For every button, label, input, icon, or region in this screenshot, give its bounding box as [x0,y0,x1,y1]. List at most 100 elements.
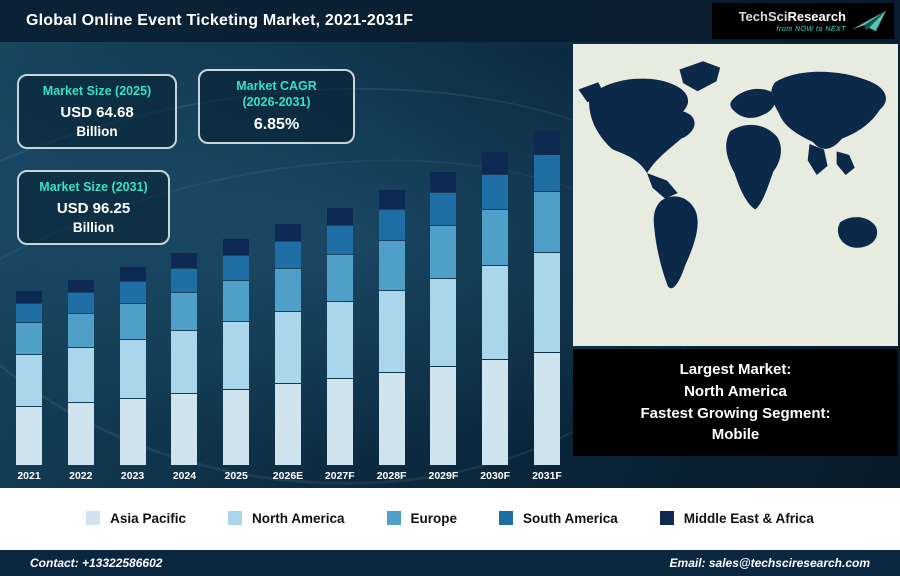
bar-segment-south-america [16,303,42,323]
largest-market-value: North America [684,382,787,400]
bar-segment-europe [67,314,94,347]
logo-name: TechSciResearch [739,10,846,23]
legend-swatch [227,511,242,525]
bar-segment-north-america [67,347,94,403]
largest-market-label: Largest Market: [679,361,792,378]
bar-segment-south-america [482,174,509,209]
bar-chart [16,131,560,465]
bar-segment-north-america [119,339,146,399]
stat-label: Market Size (2025) [42,84,152,98]
logo-name-part1: TechSci [738,8,788,24]
stat-value: USD 96.25 [56,199,131,217]
bar-segment-middle-east-africa [482,152,509,174]
bar-segment-south-america [378,210,405,241]
bar-segment-europe [16,323,42,354]
bar-segment-north-america [533,252,560,352]
bar-segment-middle-east-africa [119,266,146,281]
x-axis-label: 2030F [480,470,511,482]
legend-label: Middle East & Africa [683,510,814,526]
stat-unit: Billion [76,123,118,139]
world-map-svg [573,44,898,346]
bar-segment-middle-east-africa [533,131,560,154]
bar-segment-middle-east-africa [171,253,198,268]
contact-email: Email: sales@techsciresearch.com [669,556,870,570]
bar-segment-south-america [274,241,301,268]
x-axis-label: 2027F [324,470,355,482]
logo-name-part2: Research [787,8,846,24]
bar-segment-asia-pacific [223,389,250,465]
bar-segment-north-america [16,354,42,407]
bar-segment-asia-pacific [171,394,198,465]
stat-unit: Billion [72,219,115,235]
company-logo: TechSciResearch from NOW to NEXT [712,3,894,39]
legend-label: Europe [410,510,458,526]
bar-segment-europe [430,225,457,278]
bar-segment-north-america [482,266,509,360]
fastest-segment-label: Fastest Growing Segment: [640,404,831,422]
bar-segment-south-america [430,192,457,225]
bar-segment-north-america [378,290,405,373]
legend-item-asia-pacific: Asia Pacific [86,511,186,526]
x-axis-label: 2023 [120,470,145,482]
bar-segment-europe [482,209,509,266]
bar-segment-south-america [67,293,94,314]
bar-segment-south-america [223,255,250,281]
footer: Contact: +13322586602 Email: sales@techs… [0,548,900,576]
bar-segment-asia-pacific [533,352,560,465]
bar-segment-south-america [533,155,560,192]
page-title: Global Online Event Ticketing Market, 20… [26,12,414,29]
fastest-segment-value: Mobile [711,426,760,444]
bar-segment-middle-east-africa [67,279,94,293]
legend-swatch [499,511,514,525]
x-axis-label: 2029F [428,470,459,482]
bar-segment-europe [378,241,405,290]
stat-card-market-size-2031: Market Size (2031) USD 96.25 Billion [17,170,170,245]
x-axis-label: 2025 [224,470,248,482]
bar-segment-south-america [119,281,146,303]
bar-2021 [16,290,42,465]
stat-card-cagr: Market CAGR (2026-2031) 6.85% [198,69,355,145]
x-axis-label: 2024 [172,470,197,482]
bar-segment-asia-pacific [16,407,42,465]
stat-value: USD 64.68 [60,103,134,121]
bar-segment-middle-east-africa [16,290,42,303]
bar-2022 [67,279,94,465]
legend-label: South America [523,510,618,526]
bar-segment-asia-pacific [119,399,146,465]
world-map [573,44,898,346]
stat-label: Market Size (2031) [39,180,148,194]
bar-2030F [482,151,509,465]
bar-segment-middle-east-africa [326,207,353,226]
bar-segment-north-america [274,312,301,384]
x-axis-label: 2022 [69,470,93,482]
bar-segment-north-america [223,322,250,389]
bar-segment-south-america [171,268,198,292]
stat-card-market-size-2025: Market Size (2025) USD 64.68 Billion [17,74,177,149]
bar-segment-europe [171,292,198,330]
legend-item-middle-east-africa: Middle East & Africa [659,510,814,526]
bar-segment-asia-pacific [482,360,509,465]
bar-segment-north-america [326,301,353,378]
bar-segment-south-america [326,226,353,255]
stat-label: Market CAGR (2026-2031) [236,79,317,109]
legend-label: North America [251,510,345,526]
bar-2027F [326,207,353,465]
logo-text: TechSciResearch from NOW to NEXT [739,10,846,33]
bar-segment-middle-east-africa [430,171,457,192]
contact-phone: Contact: +13322586602 [30,556,163,570]
market-highlights: Largest Market: North America Fastest Gr… [573,349,898,456]
bar-segment-middle-east-africa [378,190,405,210]
legend-swatch [86,511,101,525]
bar-2026E [274,223,301,465]
bar-segment-asia-pacific [67,403,94,465]
bar-2024 [171,252,198,465]
bar-2023 [119,266,146,465]
bar-segment-asia-pacific [430,366,457,465]
bar-segment-europe [274,268,301,312]
chart-area: 2021 2022 2023 2024 2025 2026E 2027F 2028F 2029F… [16,131,562,482]
bar-2029F [430,171,457,465]
x-axis-label: 2028F [376,470,407,482]
bar-2025 [223,238,250,465]
